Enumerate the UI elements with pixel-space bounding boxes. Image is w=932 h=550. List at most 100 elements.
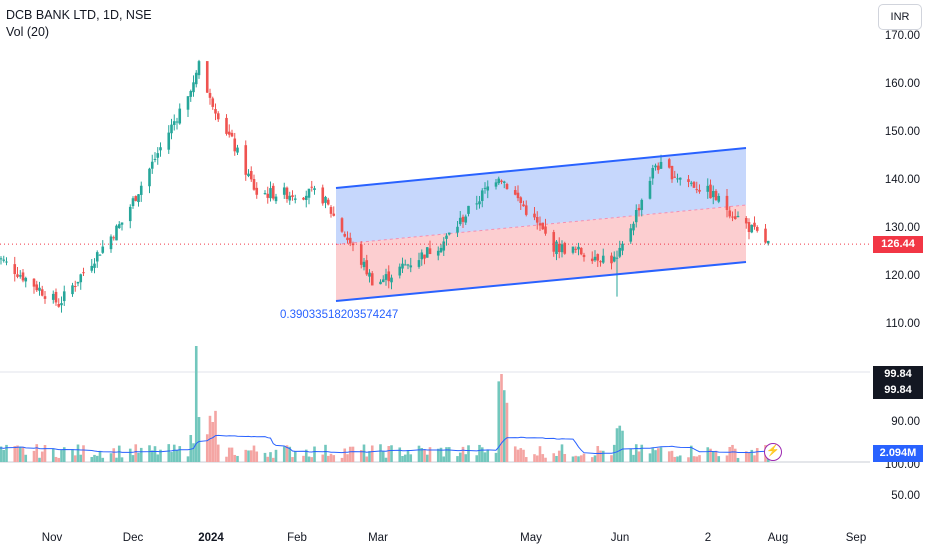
volume-bar [634, 444, 638, 462]
candle-body [214, 109, 217, 114]
volume-bar [654, 450, 657, 462]
volume-bar [271, 457, 275, 462]
candle-body [750, 224, 754, 233]
candle-body [709, 184, 712, 199]
volume-bar [478, 444, 481, 462]
volume-bar [571, 456, 575, 462]
candle-body [249, 171, 253, 180]
volume-bar [750, 449, 754, 462]
candle-body [766, 240, 770, 244]
candle-body [73, 285, 77, 287]
candle-body [678, 177, 682, 180]
candle-body [524, 205, 528, 215]
candle-body [632, 223, 635, 231]
volume-bar [447, 447, 451, 462]
price-axis-tick: 150.00 [885, 126, 920, 138]
volume-bar [486, 450, 490, 462]
volume-bar [711, 451, 715, 462]
candle-body [513, 190, 517, 195]
volume-bar [82, 445, 85, 462]
time-axis-tick: Nov [42, 532, 63, 544]
volume-bar [216, 444, 220, 462]
volume-bar [516, 449, 520, 462]
volume-bar [359, 450, 363, 462]
volume-bar [502, 390, 506, 462]
volume-bar [522, 449, 525, 462]
candle-body [500, 180, 503, 182]
volume-bar [115, 457, 118, 462]
volume-bar [667, 451, 671, 462]
volume-bar [731, 444, 734, 462]
candle-body [629, 228, 633, 242]
volume-bar [582, 453, 586, 462]
volume-bar [458, 452, 462, 462]
time-axis-tick: Sep [846, 532, 866, 544]
volume-bar [590, 457, 594, 462]
candle-body [439, 247, 443, 253]
volume-bar [57, 457, 61, 462]
volume-bar [500, 374, 503, 462]
candle-body [263, 193, 267, 195]
candle-body [128, 206, 132, 222]
candle-body [483, 187, 487, 189]
volume-bar [725, 455, 729, 462]
candle-body [673, 176, 677, 178]
volume-bar [387, 446, 391, 462]
candle-body [98, 254, 102, 256]
currency-button[interactable]: INR [878, 4, 922, 30]
volume-bar [610, 455, 613, 462]
volume-bar [304, 449, 308, 462]
volume-bar [205, 434, 209, 462]
volume-bar [137, 452, 140, 462]
volume-label: Vol (20) [6, 25, 50, 39]
candle-body [13, 264, 17, 275]
volume-bar [71, 449, 74, 462]
candle-body [0, 258, 3, 260]
candle-body [648, 180, 652, 199]
candle-body [172, 121, 176, 125]
candle-body [538, 223, 542, 226]
volume-value-tag: 99.84 [873, 366, 923, 383]
candle-body [35, 284, 39, 291]
candle-body [18, 275, 22, 277]
candle-body [417, 260, 421, 267]
volume-bar [178, 446, 182, 462]
candle-body [596, 254, 600, 261]
candle-body [32, 278, 36, 287]
candle-body [447, 232, 451, 235]
candle-body [522, 204, 525, 207]
candle-body [516, 192, 520, 199]
volume-bar [5, 444, 8, 462]
volume-bar [120, 457, 124, 462]
candle-body [131, 198, 135, 207]
volume-bar [109, 453, 113, 462]
candle-body [381, 279, 385, 283]
volume-bar [244, 449, 248, 462]
volume-bar [384, 457, 388, 462]
candle-body [714, 190, 718, 201]
volume-bar [340, 457, 344, 462]
candle-body [197, 61, 201, 76]
volume-bar [321, 454, 325, 462]
candle-body [282, 187, 286, 195]
volume-bar [428, 447, 432, 462]
volume-bar [167, 444, 171, 462]
lightning-icon[interactable]: ⚡ [764, 443, 782, 461]
candle-body [618, 247, 622, 257]
volume-bar [117, 445, 121, 462]
volume-bar [714, 450, 718, 462]
current-volume-tag: 2.094M [873, 445, 923, 462]
volume-bar [18, 446, 22, 462]
volume-bar [615, 428, 619, 462]
candle-body [634, 209, 638, 223]
volume-bar [76, 444, 80, 462]
time-axis-tick: 2024 [198, 532, 224, 544]
candle-body [406, 264, 410, 266]
candle-body [178, 108, 182, 124]
volume-bar [51, 448, 55, 462]
candle-body [689, 182, 693, 184]
candle-body [230, 132, 234, 137]
volume-bar [134, 444, 138, 462]
price-axis-tick: 170.00 [885, 30, 920, 42]
